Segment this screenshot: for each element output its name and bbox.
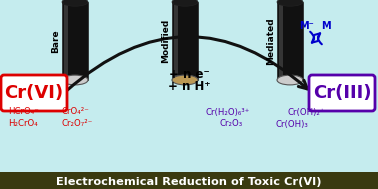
Text: HCrO₄⁻: HCrO₄⁻ [8,108,39,116]
Text: Cr(OH)₂⁺: Cr(OH)₂⁺ [288,108,325,116]
FancyBboxPatch shape [1,75,67,111]
Text: Cr(H₂O)₆³⁺: Cr(H₂O)₆³⁺ [205,108,249,116]
FancyBboxPatch shape [309,75,375,111]
Ellipse shape [62,0,88,6]
Text: Bare: Bare [51,29,60,53]
Text: Electrochemical Reduction of Toxic Cr(VI): Electrochemical Reduction of Toxic Cr(VI… [56,177,322,187]
Text: M: M [321,21,331,31]
Text: Modified: Modified [161,19,170,63]
Bar [172,2,198,80]
Ellipse shape [172,75,198,85]
Text: H₂CrO₄: H₂CrO₄ [8,119,38,129]
Bar [64,5,68,77]
Text: CrO₄²⁻: CrO₄²⁻ [62,108,90,116]
Bar [62,2,88,80]
Ellipse shape [172,0,198,6]
Text: Mediated: Mediated [266,17,276,65]
Text: Cr₂O₃: Cr₂O₃ [220,119,243,129]
Bar [0,172,378,189]
Ellipse shape [277,75,303,85]
Text: M⁻: M⁻ [299,21,313,31]
Ellipse shape [62,75,88,85]
Bar [277,2,303,80]
Text: Cr(VI): Cr(VI) [5,84,64,102]
Text: + n e⁻: + n e⁻ [169,68,209,81]
Text: Cr(OH)₃: Cr(OH)₃ [275,119,308,129]
Text: Cr(III): Cr(III) [313,84,371,102]
Text: + n H⁺: + n H⁺ [168,81,210,94]
Ellipse shape [277,0,303,6]
Bar [279,5,283,77]
Bar [174,5,178,77]
Text: Cr₂O₇²⁻: Cr₂O₇²⁻ [62,119,93,129]
